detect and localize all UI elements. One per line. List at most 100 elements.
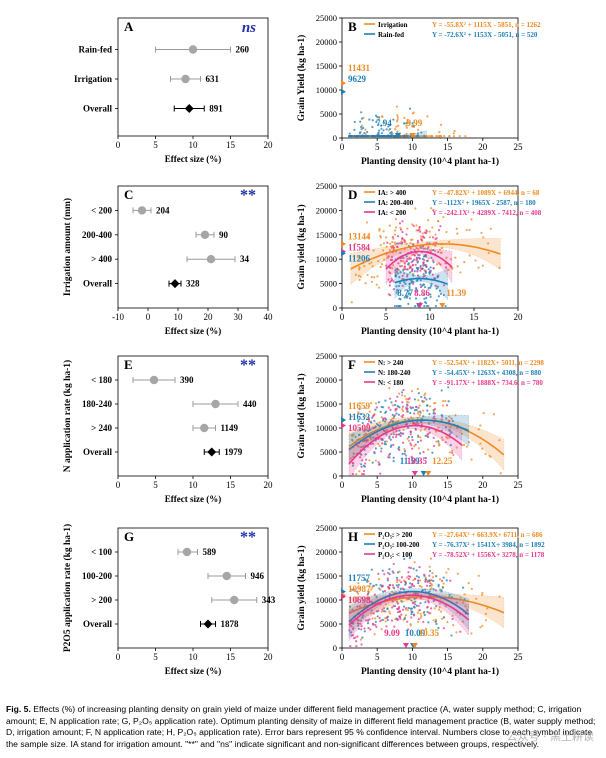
data-point <box>393 233 397 236</box>
data-point <box>464 134 467 138</box>
data-point <box>374 402 378 405</box>
data-point <box>440 610 443 613</box>
data-point <box>413 603 417 606</box>
data-point <box>411 435 414 439</box>
data-point <box>434 284 437 287</box>
x-tick-label: 0 <box>340 480 345 490</box>
data-point <box>408 287 411 290</box>
y-tick-label: 5000 <box>320 109 337 119</box>
data-point <box>391 235 394 239</box>
data-point <box>481 264 484 267</box>
data-point <box>416 440 420 444</box>
data-point <box>439 251 443 254</box>
data-point <box>391 436 395 439</box>
data-point <box>383 440 387 443</box>
data-point <box>436 285 439 288</box>
data-point <box>397 304 400 308</box>
data-point <box>363 132 366 135</box>
data-point <box>391 584 394 587</box>
data-point <box>406 426 410 429</box>
data-point <box>387 456 390 459</box>
data-point <box>456 572 459 575</box>
data-point <box>437 440 440 443</box>
data-point <box>373 617 377 620</box>
data-point <box>427 257 430 260</box>
data-point <box>405 275 409 278</box>
optimum-density-label: 10.09 <box>405 628 426 638</box>
data-point <box>392 280 395 283</box>
data-point <box>378 129 381 132</box>
data-point <box>468 254 471 257</box>
data-point <box>412 585 416 588</box>
data-point <box>415 224 418 227</box>
data-point <box>482 412 485 415</box>
data-point <box>399 304 402 308</box>
data-point <box>470 218 473 221</box>
data-point <box>455 631 458 634</box>
data-point <box>364 578 367 581</box>
data-point <box>377 463 381 466</box>
data-point <box>372 134 375 138</box>
data-point <box>363 465 366 468</box>
data-point <box>388 568 391 571</box>
data-point <box>413 606 416 609</box>
data-point <box>375 406 378 409</box>
data-point <box>433 607 436 610</box>
significance-mark: ** <box>240 529 256 546</box>
data-point <box>389 438 392 441</box>
data-point <box>404 614 407 617</box>
data-point <box>370 588 373 591</box>
overall-diamond <box>170 279 180 289</box>
sample-size: 260 <box>236 45 250 55</box>
x-tick-label: 40 <box>264 312 274 322</box>
data-point <box>448 433 451 436</box>
fit-equation: Y = -112X² + 1965X - 2587, n = 180 <box>432 199 536 207</box>
data-point <box>362 134 365 138</box>
data-point <box>409 257 412 260</box>
data-point <box>434 417 437 421</box>
optimum-yield-marker <box>341 593 346 600</box>
data-point <box>489 227 492 230</box>
data-point <box>411 447 414 450</box>
data-point <box>386 134 389 138</box>
data-point <box>401 220 404 223</box>
data-point <box>410 443 413 447</box>
data-point <box>404 282 407 285</box>
data-point <box>410 611 413 614</box>
data-point <box>402 409 405 413</box>
data-point <box>383 573 386 576</box>
data-point <box>384 620 387 623</box>
data-point <box>379 410 382 413</box>
sample-size: 440 <box>243 399 257 409</box>
data-point <box>403 265 407 268</box>
data-point <box>450 634 453 637</box>
optimum-yield-label: 11584 <box>348 243 371 253</box>
data-point <box>380 416 383 419</box>
data-point <box>388 281 391 284</box>
data-point <box>383 134 386 138</box>
sample-size: 343 <box>262 595 276 605</box>
data-point <box>412 579 415 582</box>
data-point <box>399 271 402 274</box>
data-point <box>420 395 423 399</box>
data-point <box>393 243 397 246</box>
data-point <box>390 606 394 609</box>
data-point <box>420 614 423 618</box>
data-point <box>416 270 419 273</box>
data-point <box>437 228 441 232</box>
data-point <box>403 450 407 453</box>
data-point <box>395 226 398 229</box>
data-point <box>426 610 429 614</box>
forest-panel-G: G ** 0 5 10 15 20 Effect size (%) P2O5 applicati… <box>62 524 276 676</box>
data-point <box>435 575 438 578</box>
data-point <box>388 249 392 252</box>
data-point <box>442 576 445 579</box>
panel-frame <box>341 355 519 477</box>
data-point <box>405 233 408 236</box>
data-point <box>388 387 391 390</box>
data-point <box>440 389 443 392</box>
data-point <box>397 585 400 589</box>
optimum-density-label: 11.39 <box>446 288 466 298</box>
data-point <box>399 259 403 262</box>
data-point <box>391 267 394 270</box>
